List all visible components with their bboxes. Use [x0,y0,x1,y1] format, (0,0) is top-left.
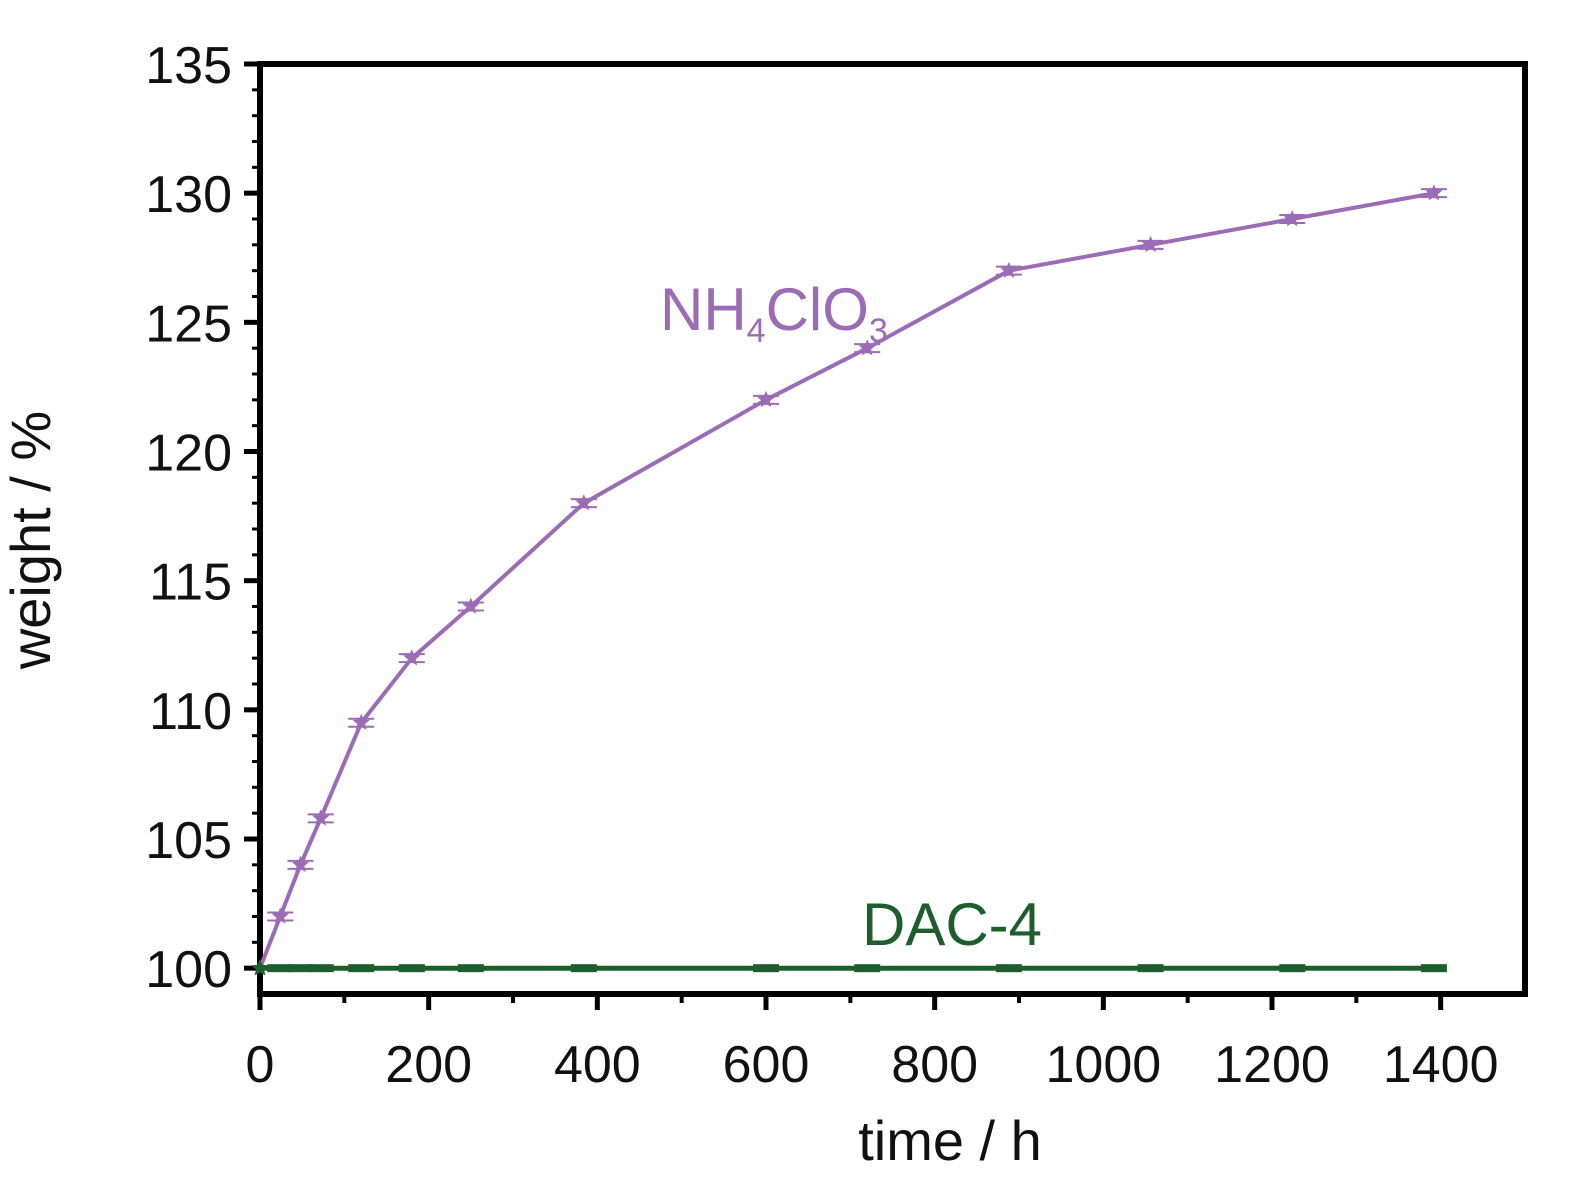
data-point [457,964,484,973]
data-point [1279,964,1306,973]
data-point [1283,210,1301,227]
x-tick-label: 400 [554,1036,641,1094]
data-point [757,390,775,408]
data-point [570,964,597,973]
data-point [858,339,876,356]
series-label-nh4clo3: NH4ClO3 [660,276,888,350]
series-nh4clo3 [251,184,1447,976]
series-layer [251,184,1447,976]
y-tick-label: 100 [145,941,232,999]
y-axis-ticks: 100 105 110 115 120 125 130 135 [145,37,260,999]
data-point [854,964,881,973]
data-point [753,964,779,973]
data-point [291,855,309,873]
data-point [307,964,334,973]
y-tick-label: 105 [145,812,232,870]
y-tick-label: 130 [145,166,232,224]
label-sub-3: 3 [869,312,888,350]
series-line [258,191,1435,969]
y-axis-title: weight / % [0,411,62,670]
series-label-dac4: DAC-4 [862,891,1042,958]
data-point [352,713,370,730]
x-tick-label: 1200 [1214,1036,1330,1094]
data-point [575,494,593,511]
data-point [995,964,1022,973]
data-point [251,959,269,976]
x-tick-label: 1000 [1045,1036,1161,1094]
x-axis-ticks: 0 200 400 600 800 1000 1200 1400 [246,994,1499,1094]
data-point [271,907,289,924]
data-point [1425,184,1443,201]
data-point [312,809,330,826]
label-sub-4: 4 [747,312,766,350]
data-point [1137,964,1164,973]
data-point [287,964,314,973]
data-point [1420,964,1447,973]
data-point [1000,261,1018,278]
x-tick-label: 600 [723,1036,810,1094]
data-point [1142,235,1160,253]
y-tick-label: 110 [149,683,232,741]
y-tick-label: 135 [145,37,232,95]
x-tick-label: 800 [891,1036,978,1094]
plot-frame [257,61,1528,997]
series-dac-4 [251,959,1447,976]
y-tick-label: 115 [149,554,232,612]
label-nh-text: NH [660,276,747,343]
x-tick-label: 200 [385,1036,472,1094]
data-point [398,964,425,973]
y-tick-label: 120 [145,425,232,483]
x-tick-label: 1400 [1383,1036,1499,1094]
x-axis-title: time / h [858,1109,1042,1172]
label-clo-text: ClO [766,276,869,343]
data-point [403,649,421,666]
data-point [462,597,480,614]
y-tick-label: 125 [145,295,232,353]
plot-area [257,61,1528,997]
x-tick-label: 0 [246,1036,275,1094]
data-point [348,964,375,973]
data-point [267,964,294,973]
